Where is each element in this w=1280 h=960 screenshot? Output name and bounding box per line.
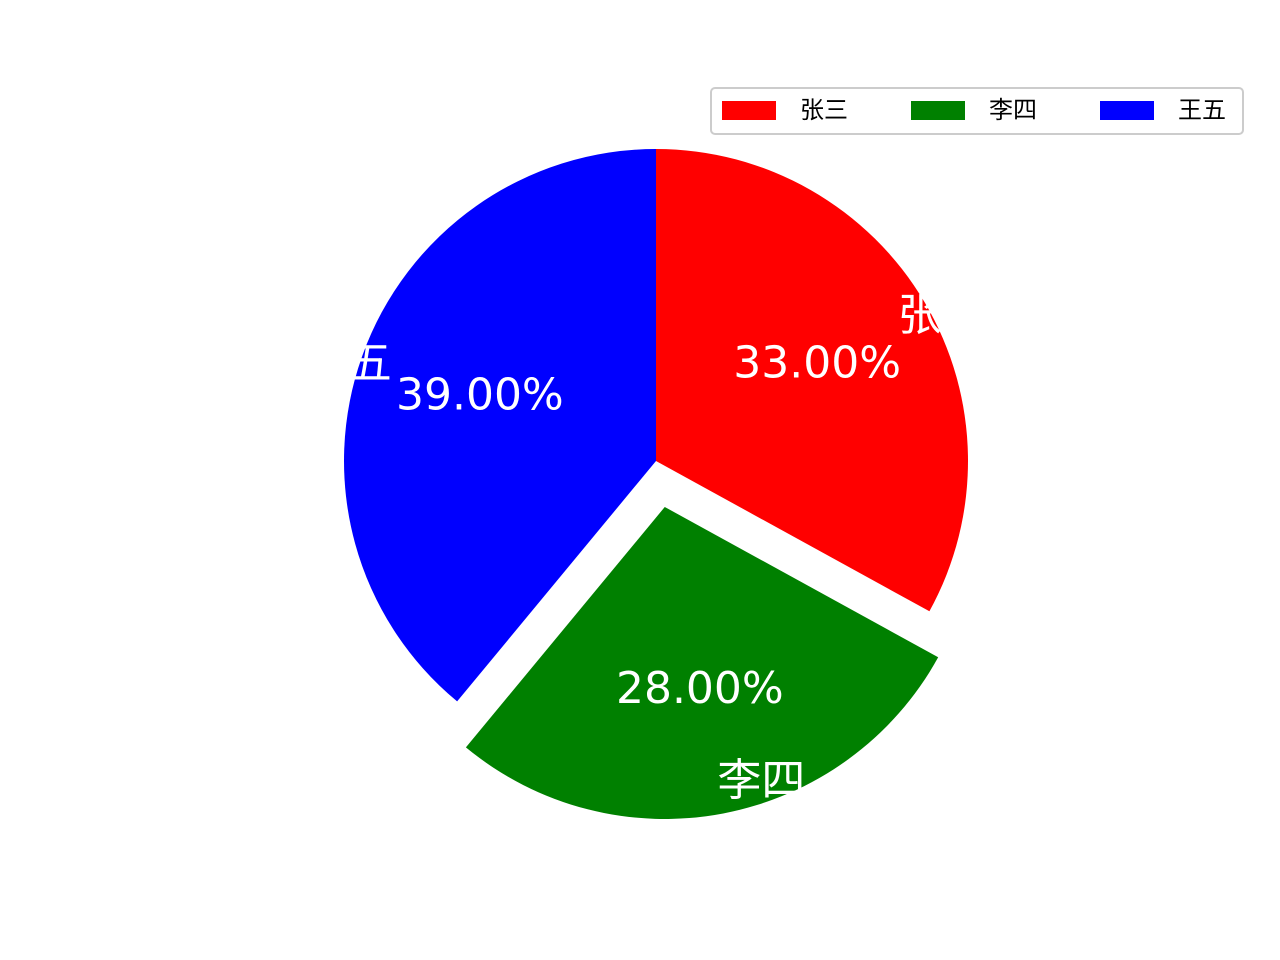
legend: 张三 李四 王五 <box>710 87 1244 135</box>
category-label: 李四 <box>717 755 805 806</box>
value-label: 28.00% <box>616 663 784 714</box>
legend-swatch <box>722 101 776 120</box>
legend-swatch <box>1100 101 1154 120</box>
legend-swatch <box>911 101 965 120</box>
value-label: 33.00% <box>733 338 901 389</box>
value-label: 39.00% <box>396 370 564 421</box>
legend-label: 王五 <box>1178 96 1226 124</box>
category-label: 王五 <box>304 338 392 389</box>
pie <box>344 149 968 819</box>
wedge <box>465 506 939 819</box>
legend-label: 张三 <box>800 96 848 124</box>
wedge <box>656 149 968 612</box>
legend-label: 李四 <box>989 96 1037 124</box>
wedge <box>344 149 656 702</box>
legend-frame <box>710 87 1244 135</box>
category-label: 张三 <box>898 290 986 341</box>
